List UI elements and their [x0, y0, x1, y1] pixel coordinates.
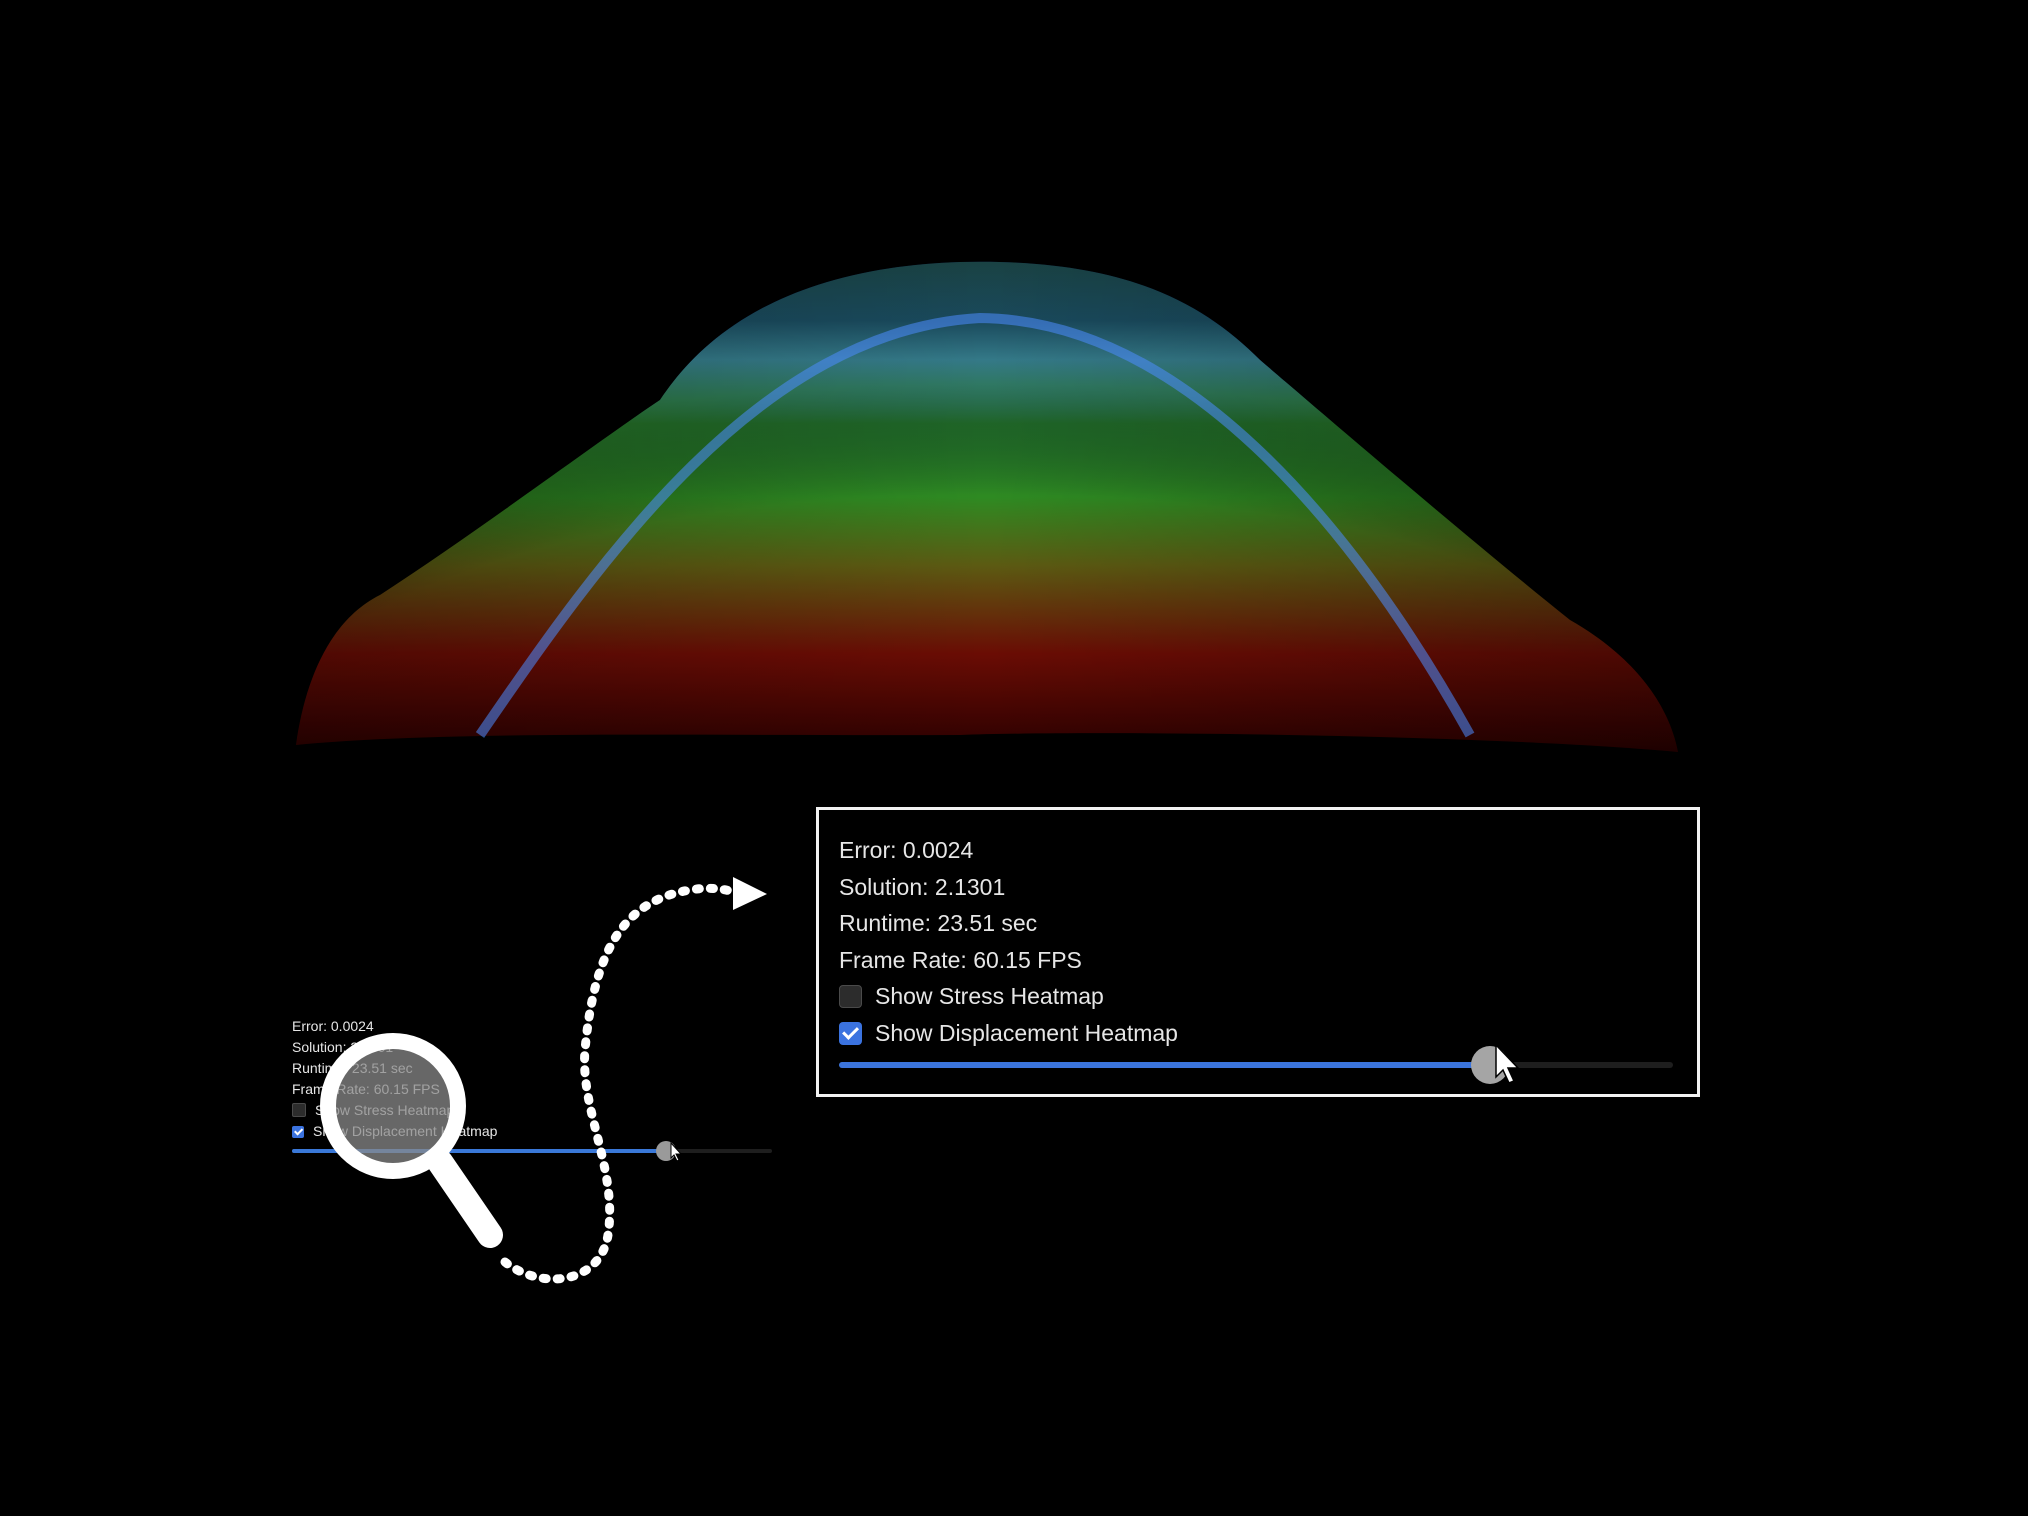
- error-readout: Error: 0.0024: [292, 1018, 374, 1034]
- zoomed-stress-heatmap-label: Show Stress Heatmap: [875, 983, 1104, 1009]
- frame-rate-readout: Frame Rate: 60.15 FPS: [292, 1081, 440, 1097]
- zoomed-frame-rate-readout: Frame Rate: 60.15 FPS: [839, 946, 1082, 973]
- stress-heatmap-label: Show Stress Heatmap: [315, 1102, 455, 1118]
- zoomed-solution-readout: Solution: 2.1301: [839, 873, 1006, 900]
- zoomed-stress-heatmap-toggle[interactable]: Show Stress Heatmap: [839, 978, 1677, 1015]
- displacement-heatmap-checkbox[interactable]: [292, 1126, 304, 1138]
- runtime-readout: Runtime: 23.51 sec: [292, 1060, 413, 1076]
- displacement-heatmap-label: Show Displacement Heatmap: [313, 1123, 498, 1139]
- zoomed-parameter-slider[interactable]: [839, 1046, 1673, 1084]
- solution-readout: Solution: 2.1301: [292, 1039, 394, 1055]
- stats-panel: Error: 0.0024 Solution: 2.1301 Runtime: …: [292, 1016, 772, 1161]
- parameter-slider[interactable]: [292, 1141, 772, 1161]
- displacement-heatmap-toggle[interactable]: Show Displacement Heatmap: [292, 1121, 772, 1142]
- zoomed-runtime-readout: Runtime: 23.51 sec: [839, 910, 1038, 936]
- zoomed-error-readout: Error: 0.0024: [839, 837, 974, 863]
- stress-heatmap-toggle[interactable]: Show Stress Heatmap: [292, 1100, 772, 1121]
- zoomed-displacement-heatmap-label: Show Displacement Heatmap: [875, 1019, 1178, 1046]
- zoomed-slider-fill: [839, 1062, 1490, 1068]
- zoomed-displacement-heatmap-checkbox[interactable]: [839, 1021, 862, 1045]
- zoomed-slider-thumb[interactable]: [1470, 1046, 1509, 1084]
- zoomed-stress-heatmap-checkbox[interactable]: [839, 985, 862, 1008]
- zoomed-stats-panel: Error: 0.0024 Solution: 2.1301 Runtime: …: [816, 807, 1700, 1097]
- zoomed-displacement-heatmap-toggle[interactable]: Show Displacement Heatmap: [839, 1015, 1677, 1052]
- stress-heatmap-checkbox[interactable]: [292, 1103, 306, 1117]
- slider-fill: [292, 1149, 667, 1153]
